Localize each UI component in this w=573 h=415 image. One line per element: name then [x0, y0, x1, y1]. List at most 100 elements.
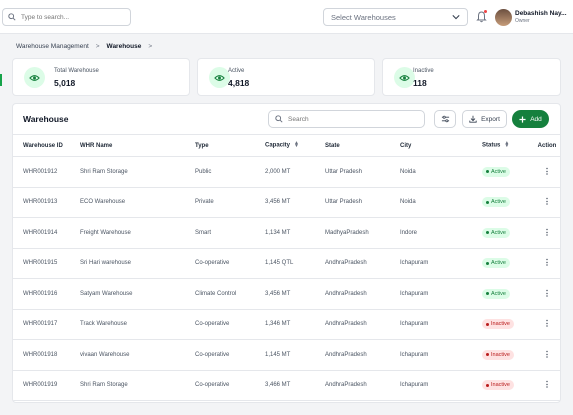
table-row[interactable]: WHR001916 Satyam Warehouse Climate Control… [13, 279, 560, 310]
col-header-status[interactable]: Status ▲ ▼ [482, 140, 510, 150]
cell-city: Ichapuram [400, 351, 429, 358]
stat-value: 5,018 [54, 78, 76, 88]
kebab-menu-icon[interactable]: ⋮ [543, 227, 551, 237]
warehouse-select-label: Select Warehouses [331, 12, 396, 22]
cell-state: AndhraPradesh [325, 290, 367, 297]
cell-type: Co-operative [195, 321, 230, 328]
cell-type: Climate Control [195, 290, 237, 297]
cell-capacity: 3,466 MT [265, 382, 291, 389]
stat-label: Total Warehouse [54, 68, 99, 74]
global-search-input[interactable] [21, 13, 121, 21]
notification-bell-icon[interactable] [476, 10, 487, 23]
stat-card-inactive: Inactive 118 [382, 58, 561, 96]
cell-type: Private [195, 199, 214, 206]
kebab-menu-icon[interactable]: ⋮ [543, 349, 551, 359]
breadcrumb: Warehouse Management > Warehouse > [16, 43, 152, 50]
filter-button[interactable] [434, 110, 456, 128]
cell-capacity: 1,134 MT [265, 229, 291, 236]
cell-type: Smart [195, 229, 212, 236]
stat-label: Active [228, 68, 245, 74]
table-row[interactable]: WHR001915 Sri Hari warehouse Co-operative 1… [13, 248, 560, 279]
breadcrumb-parent[interactable]: Warehouse Management [16, 43, 89, 50]
cell-state: AndhraPradesh [325, 382, 367, 389]
table-row[interactable]: WHR001914 Freight Warehouse Smart 1,134 MT M… [13, 218, 560, 249]
col-header-name: WHR Name [80, 142, 113, 149]
breadcrumb-separator: > [148, 43, 153, 50]
cell-action: ⋮ [532, 248, 560, 279]
cell-capacity: 3,456 MT [265, 199, 291, 206]
status-dot-icon [486, 383, 489, 387]
table-header-row: Warehouse ID WHR Name Type Capacity ▲ ▼ St… [13, 134, 560, 157]
status-badge: Inactive [482, 319, 514, 330]
status-dot-icon [486, 322, 489, 326]
col-header-city: City [400, 142, 412, 149]
cell-status: Active [482, 187, 532, 218]
cell-state: AndhraPradesh [325, 351, 367, 358]
sliders-icon [441, 115, 449, 123]
status-badge: Inactive [482, 349, 514, 360]
warehouse-table: Warehouse ID WHR Name Type Capacity ▲ ▼ St… [13, 134, 560, 401]
add-label: Add [530, 115, 542, 123]
stat-value: 118 [413, 78, 427, 88]
cell-city: Ichapuram [400, 260, 429, 267]
cell-city: Ichapuram [400, 290, 429, 297]
kebab-menu-icon[interactable]: ⋮ [543, 319, 551, 329]
cell-warehouse-id: WHR001918 [23, 351, 58, 358]
cell-type: Co-operative [195, 260, 230, 267]
sort-icon[interactable]: ▲ ▼ [504, 140, 510, 150]
kebab-menu-icon[interactable]: ⋮ [543, 197, 551, 207]
table-row[interactable]: WHR001917 Track Warehouse Co-operative 1,34… [13, 309, 560, 340]
kebab-menu-icon[interactable]: ⋮ [543, 166, 551, 176]
global-search[interactable] [2, 8, 131, 26]
user-role: Owner [515, 18, 530, 24]
table-row[interactable]: WHR001919 Shri Ram Storage Co-operative 3,4… [13, 370, 560, 401]
table-search[interactable] [268, 110, 425, 128]
table-row[interactable]: WHR001918 vivaan Warehouse Co-operative 1,1… [13, 340, 560, 370]
export-label: Export [481, 115, 500, 123]
panel-title: Warehouse [23, 114, 69, 124]
cell-whr-name: Satyam Warehouse [80, 290, 133, 297]
eye-icon [24, 67, 45, 88]
cell-city: Ichapuram [400, 382, 429, 389]
eye-icon [209, 67, 230, 88]
eye-icon [394, 67, 415, 88]
cell-status: Active [482, 279, 532, 310]
cell-city: Noida [400, 168, 416, 175]
col-header-action: Action [537, 142, 557, 149]
cell-state: Uttar Pradesh [325, 168, 363, 175]
breadcrumb-separator: > [95, 43, 100, 50]
table-row[interactable]: WHR001912 Shri Ram Storage Public 2,000 MT U… [13, 157, 560, 188]
status-dot-icon [486, 170, 489, 174]
cell-capacity: 3,456 MT [265, 290, 291, 297]
cell-action: ⋮ [532, 309, 560, 340]
sidebar-edge-indicator [0, 74, 2, 86]
add-button[interactable]: Add [512, 110, 549, 128]
col-header-capacity[interactable]: Capacity ▲ ▼ [265, 140, 299, 150]
table-search-input[interactable] [288, 115, 408, 123]
cell-city: Noida [400, 199, 416, 206]
warehouse-select[interactable]: Select Warehouses [323, 8, 468, 26]
cell-action: ⋮ [532, 279, 560, 310]
cell-capacity: 1,145 QTL [265, 260, 294, 267]
stat-value: 4,818 [228, 78, 250, 88]
export-button[interactable]: Export [462, 110, 507, 128]
cell-whr-name: Shri Ram Storage [80, 168, 128, 175]
cell-state: AndhraPradesh [325, 260, 367, 267]
kebab-menu-icon[interactable]: ⋮ [543, 288, 551, 298]
table-row[interactable]: WHR001913 ECO Warehouse Private 3,456 MT Utt… [13, 187, 560, 218]
cell-status: Active [482, 157, 532, 188]
kebab-menu-icon[interactable]: ⋮ [543, 258, 551, 268]
cell-whr-name: Shri Ram Storage [80, 382, 128, 389]
kebab-menu-icon[interactable]: ⋮ [543, 380, 551, 390]
status-dot-icon [486, 200, 489, 204]
status-badge: Active [482, 258, 510, 269]
cell-whr-name: Track Warehouse [80, 321, 127, 328]
cell-city: Ichapuram [400, 321, 429, 328]
sort-icon[interactable]: ▲ ▼ [294, 140, 299, 150]
user-name[interactable]: Debashish Nay... [515, 10, 567, 17]
plus-icon [519, 115, 526, 123]
avatar[interactable] [495, 9, 512, 26]
cell-action: ⋮ [532, 218, 560, 249]
cell-capacity: 1,145 MT [265, 351, 291, 358]
notification-dot [484, 10, 487, 13]
